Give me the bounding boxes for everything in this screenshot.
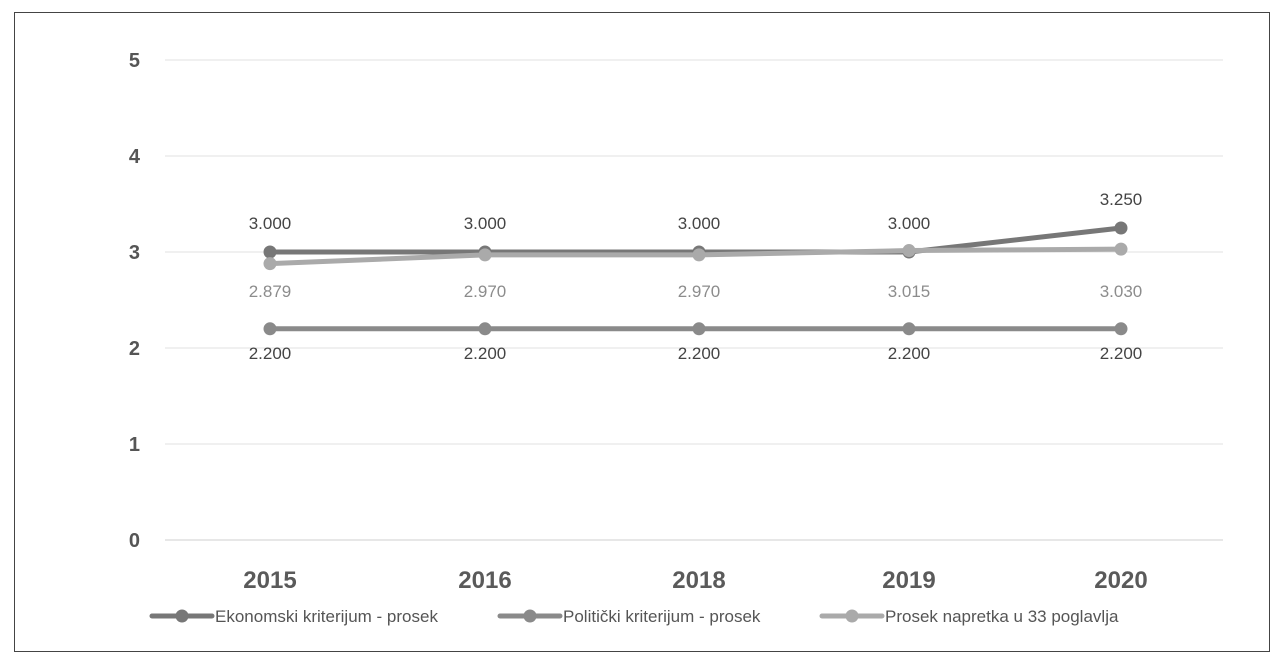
data-label: 3.000 [888, 214, 931, 233]
data-point [902, 322, 916, 336]
data-point [1114, 242, 1128, 256]
data-point [263, 322, 277, 336]
y-axis-ticks: 0 1 2 3 4 5 [129, 50, 141, 552]
data-label: 2.200 [888, 344, 931, 363]
legend: Ekonomski kriterijum - prosek Politički k… [149, 607, 1119, 626]
data-label: 3.030 [1100, 282, 1143, 301]
data-point [692, 322, 706, 336]
data-label: 2.879 [249, 282, 292, 301]
data-label: 2.200 [1100, 344, 1143, 363]
data-label: 3.015 [888, 282, 931, 301]
y-tick-label: 1 [129, 434, 140, 456]
series-lines [263, 221, 1128, 336]
legend-label: Politički kriterijum - prosek [563, 607, 761, 626]
data-point [263, 245, 277, 259]
x-tick-label: 2015 [243, 567, 296, 594]
y-tick-label: 4 [129, 146, 141, 168]
x-tick-label: 2020 [1094, 567, 1147, 594]
legend-swatch-marker [175, 609, 189, 623]
legend-swatch-marker [845, 609, 859, 623]
data-point [1114, 221, 1128, 235]
legend-label: Ekonomski kriterijum - prosek [215, 607, 438, 626]
x-axis-ticks: 2015 2016 2018 2019 2020 [243, 567, 1147, 594]
data-point [902, 244, 916, 258]
data-point [692, 248, 706, 262]
data-label: 2.200 [464, 344, 507, 363]
data-label: 3.000 [678, 214, 721, 233]
data-label: 2.200 [249, 344, 292, 363]
data-point [478, 248, 492, 262]
data-point [478, 322, 492, 336]
data-label: 2.200 [678, 344, 721, 363]
y-tick-label: 5 [129, 50, 140, 72]
data-label: 3.250 [1100, 190, 1143, 209]
y-tick-label: 3 [129, 242, 140, 264]
data-label: 3.000 [464, 214, 507, 233]
x-tick-label: 2016 [458, 567, 511, 594]
y-tick-label: 0 [129, 530, 140, 552]
x-tick-label: 2018 [672, 567, 725, 594]
legend-label: Prosek napretka u 33 poglavlja [885, 607, 1119, 626]
y-tick-label: 2 [129, 338, 140, 360]
data-point [263, 257, 277, 271]
data-label: 3.000 [249, 214, 292, 233]
legend-swatch-marker [523, 609, 537, 623]
x-tick-label: 2019 [882, 567, 935, 594]
data-label: 2.970 [678, 282, 721, 301]
data-labels: 3.000 3.000 3.000 3.000 3.250 2.200 2.200 2.200… [249, 190, 1143, 363]
data-point [1114, 322, 1128, 336]
data-label: 2.970 [464, 282, 507, 301]
